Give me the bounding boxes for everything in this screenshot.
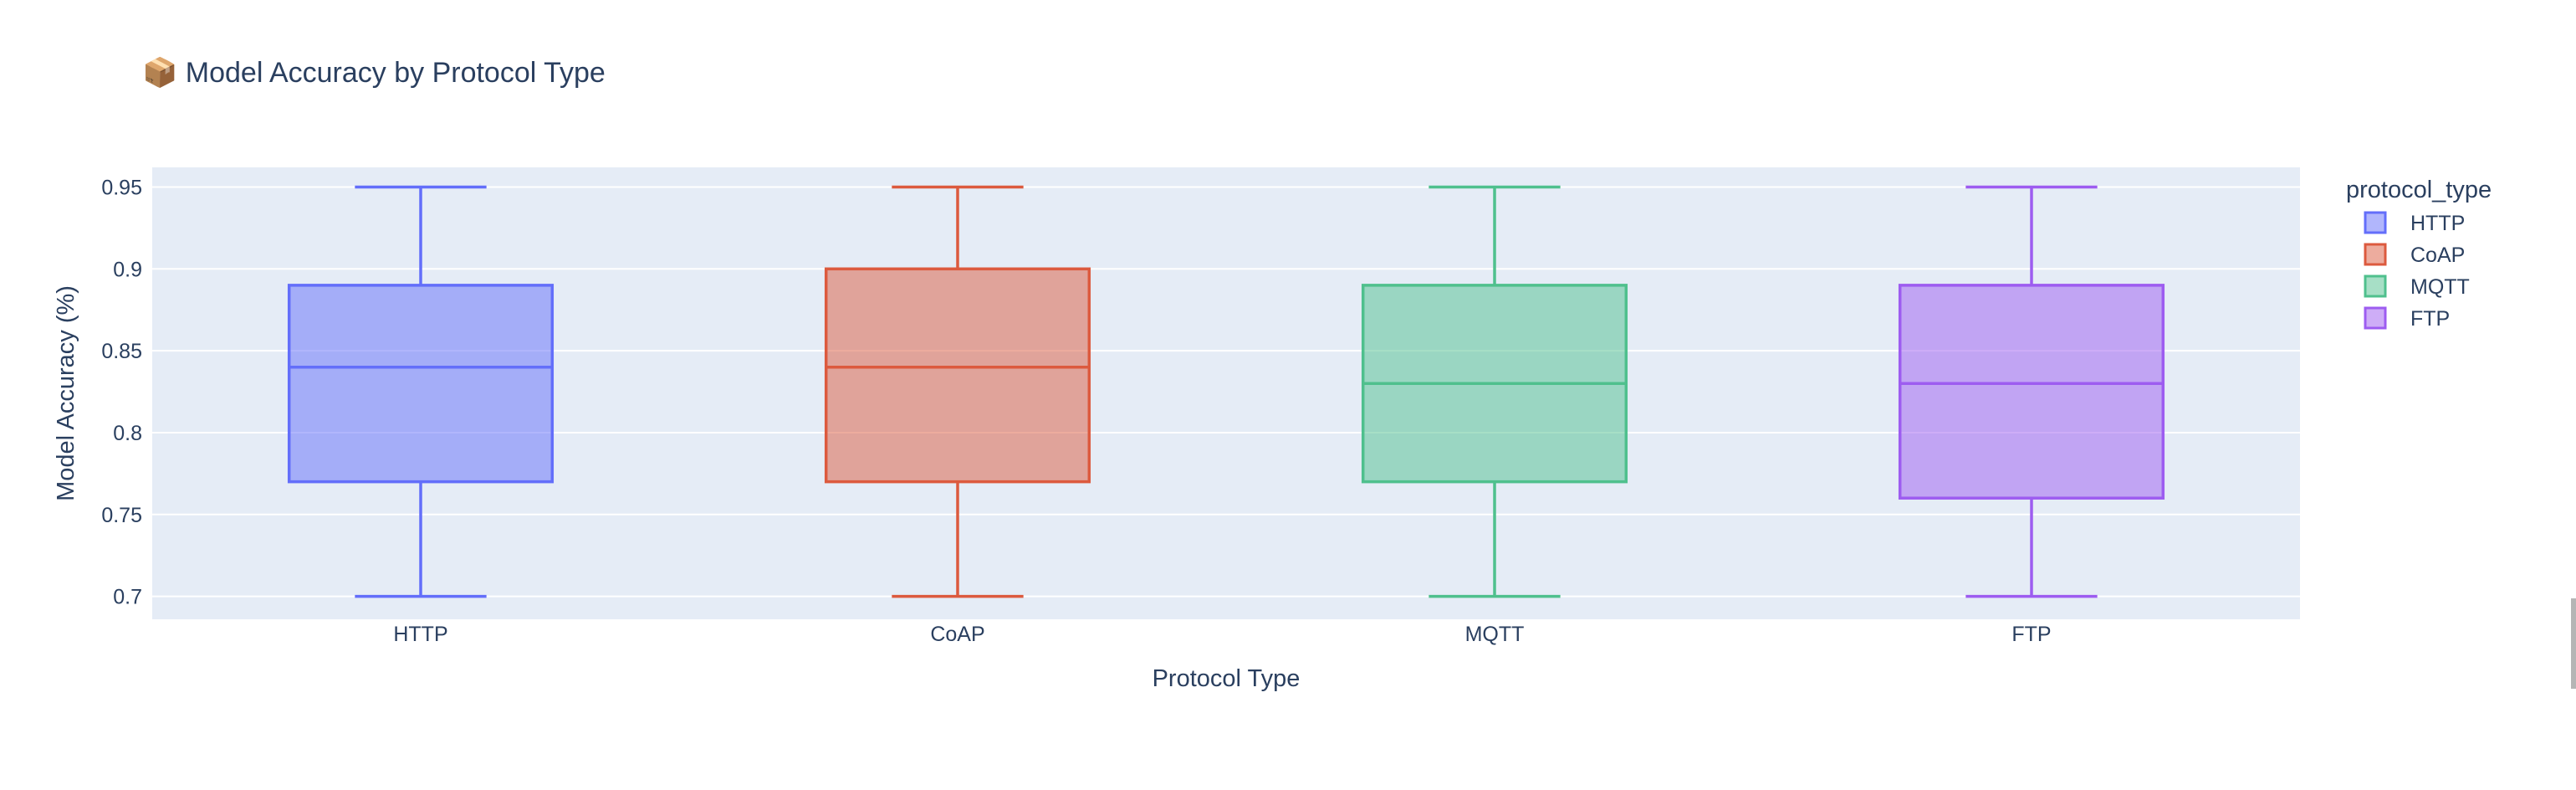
scrollbar-thumb[interactable]: [2571, 598, 2576, 689]
legend-item-mqtt[interactable]: MQTT: [2364, 274, 2470, 299]
y-axis-title: Model Accuracy (%): [53, 285, 79, 501]
box-ftp[interactable]: [1898, 185, 2165, 598]
y-tick-label: 0.8: [113, 422, 142, 445]
legend-label: FTP: [2410, 307, 2450, 331]
legend-swatch: [2364, 243, 2387, 266]
y-tick-label: 0.95: [101, 176, 142, 199]
y-tick-label: 0.7: [113, 586, 142, 609]
boxes[interactable]: [287, 185, 2165, 598]
box-mqtt[interactable]: [1361, 185, 1628, 598]
iqr-box: [1898, 284, 2165, 500]
legend-swatch: [2364, 306, 2387, 330]
x-axis-ticks: HTTP CoAP MQTT FTP: [393, 623, 2051, 646]
legend-item-ftp[interactable]: FTP: [2364, 306, 2450, 331]
y-axis-ticks: 0.7 0.75 0.8 0.85 0.9 0.95: [101, 176, 142, 608]
iqr-box: [824, 267, 1091, 484]
y-tick-label: 0.75: [101, 504, 142, 527]
legend-title: protocol_type: [2346, 177, 2492, 203]
box-http[interactable]: [287, 185, 555, 598]
legend-label: CoAP: [2410, 244, 2465, 267]
legend-item-coap[interactable]: CoAP: [2364, 243, 2465, 267]
x-tick-label: HTTP: [393, 623, 447, 646]
x-tick-label: CoAP: [930, 623, 984, 646]
iqr-box: [287, 284, 555, 484]
x-axis-title: Protocol Type: [1153, 665, 1301, 692]
x-tick-label: MQTT: [1465, 623, 1525, 646]
legend-swatch: [2364, 211, 2387, 234]
legend-label: HTTP: [2410, 212, 2465, 235]
chart-title: 📦 Model Accuracy by Protocol Type: [142, 56, 606, 89]
legend-item-http[interactable]: HTTP: [2364, 211, 2465, 235]
legend-swatch: [2364, 274, 2387, 298]
y-tick-label: 0.85: [101, 340, 142, 363]
x-tick-label: FTP: [2011, 623, 2051, 646]
legend-label: MQTT: [2410, 275, 2470, 299]
legend[interactable]: protocol_type HTTP CoAP MQTT FTP: [2346, 177, 2492, 331]
box-coap[interactable]: [824, 185, 1091, 598]
y-tick-label: 0.9: [113, 258, 142, 281]
